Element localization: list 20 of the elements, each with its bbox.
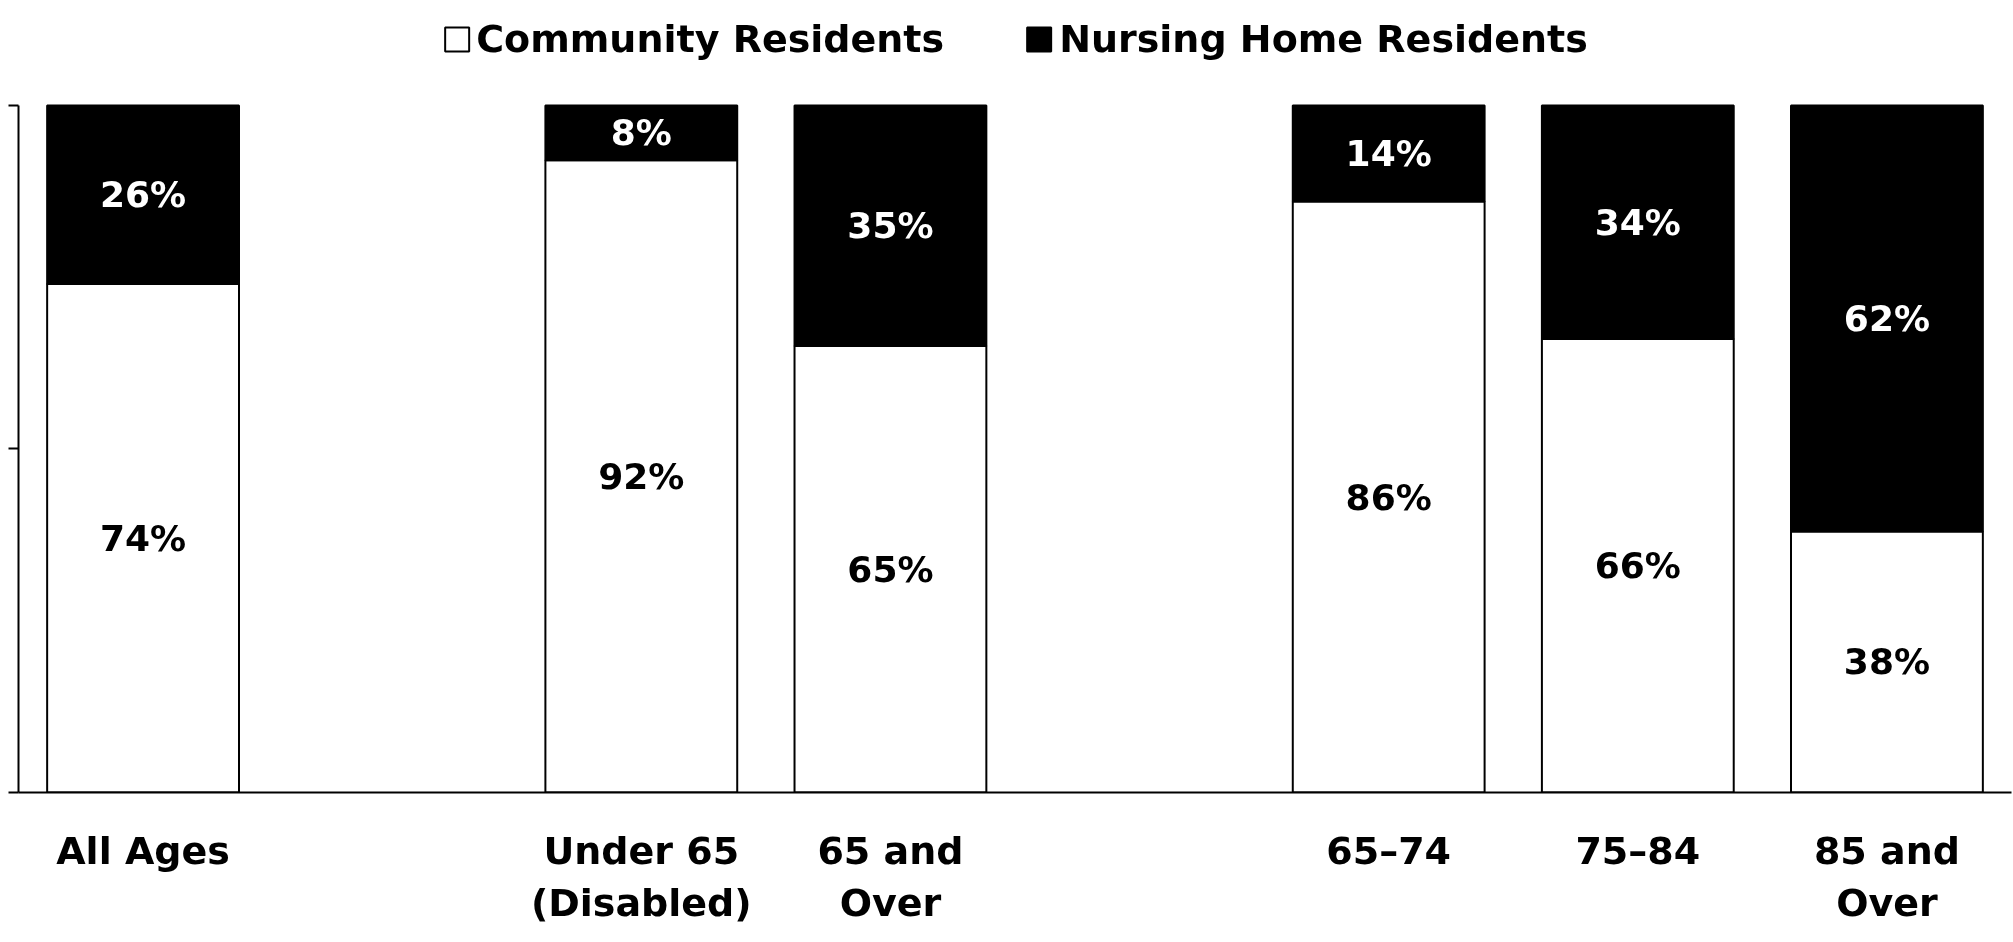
x-tick-label: 75–84 [1575, 828, 1701, 873]
x-tick-label: 65–74 [1326, 828, 1452, 873]
x-tick-label: All Ages [56, 828, 230, 873]
legend-label: Nursing Home Residents [1059, 17, 1588, 61]
data-label: 62% [1843, 297, 1931, 339]
data-label: 86% [1345, 476, 1432, 518]
data-label: 65% [847, 548, 934, 590]
data-label: 26% [99, 174, 187, 216]
x-tick-label: Under 65 (Disabled) [530, 828, 752, 926]
data-label: 35% [847, 205, 934, 247]
data-label: 8% [610, 112, 672, 154]
x-tick-label: 65 and Over [817, 828, 964, 926]
data-label: 38% [1843, 641, 1931, 683]
data-label: 92% [598, 455, 685, 497]
data-label: 74% [99, 517, 187, 559]
data-label: 66% [1594, 545, 1681, 587]
x-tick-label: 85 and Over [1813, 828, 1960, 926]
data-label: 14% [1345, 132, 1432, 174]
data-label: 34% [1594, 201, 1681, 243]
legend-label: Community Residents [476, 17, 945, 61]
